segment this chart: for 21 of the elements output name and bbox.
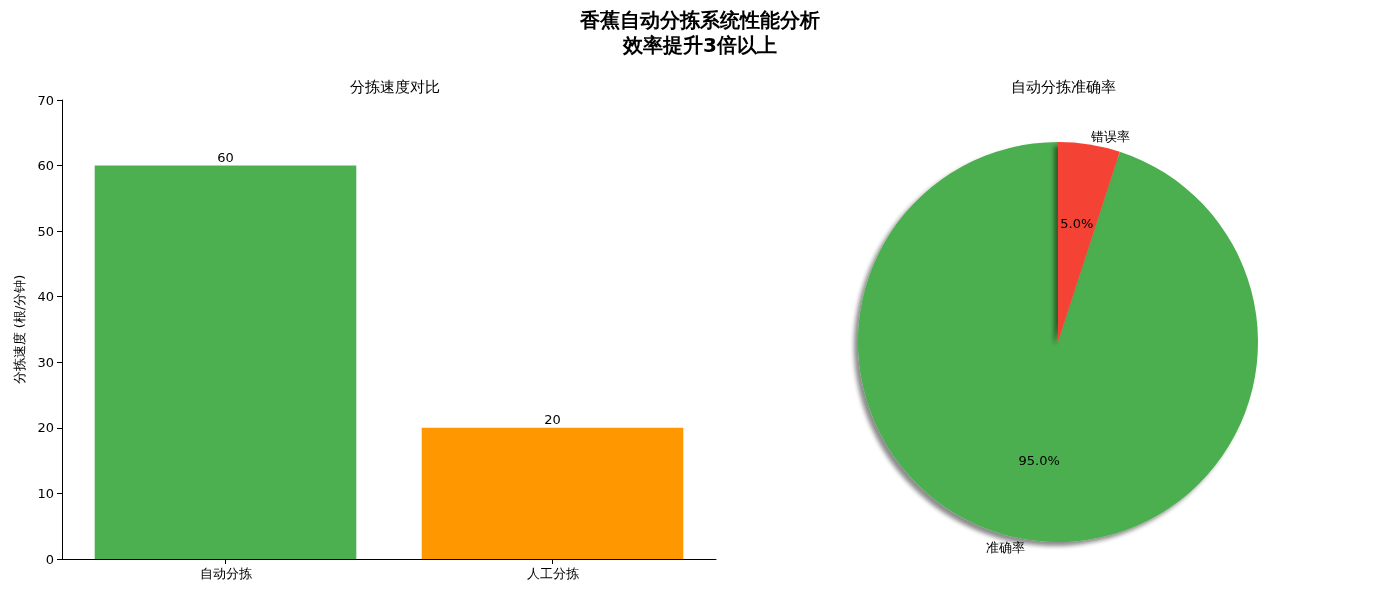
y-tick-label: 50 (37, 223, 54, 239)
slice-label: 错误率 (1089, 129, 1130, 145)
text: 香蕉自动分拣系统性能分析 (579, 8, 821, 33)
data-label: 20 (544, 411, 561, 427)
y-tick-label: 30 (37, 354, 54, 370)
x-tick-label: 自动分拣 (199, 566, 252, 581)
data-label: 60 (217, 149, 234, 165)
y-axis-title: 分拣速度 (根/分钟) (12, 274, 27, 385)
y-tick-label: 10 (37, 485, 54, 501)
y-tick-label: 70 (37, 92, 54, 108)
y-tick-label: 0 (45, 551, 54, 567)
x-tick-label: 人工分拣 (526, 566, 579, 581)
slice-label: 准确率 (986, 539, 1026, 555)
chart-title: 自动分拣准确率 (1010, 77, 1116, 96)
text: 效率提升3倍以上 (621, 33, 778, 58)
chart-title: 分拣速度对比 (350, 77, 440, 96)
y-tick-label: 40 (37, 289, 54, 305)
data-label: 95.0% (1018, 453, 1060, 469)
y-tick-label: 60 (37, 158, 54, 174)
data-label: 5.0% (1060, 215, 1094, 231)
y-tick-label: 20 (37, 420, 54, 436)
